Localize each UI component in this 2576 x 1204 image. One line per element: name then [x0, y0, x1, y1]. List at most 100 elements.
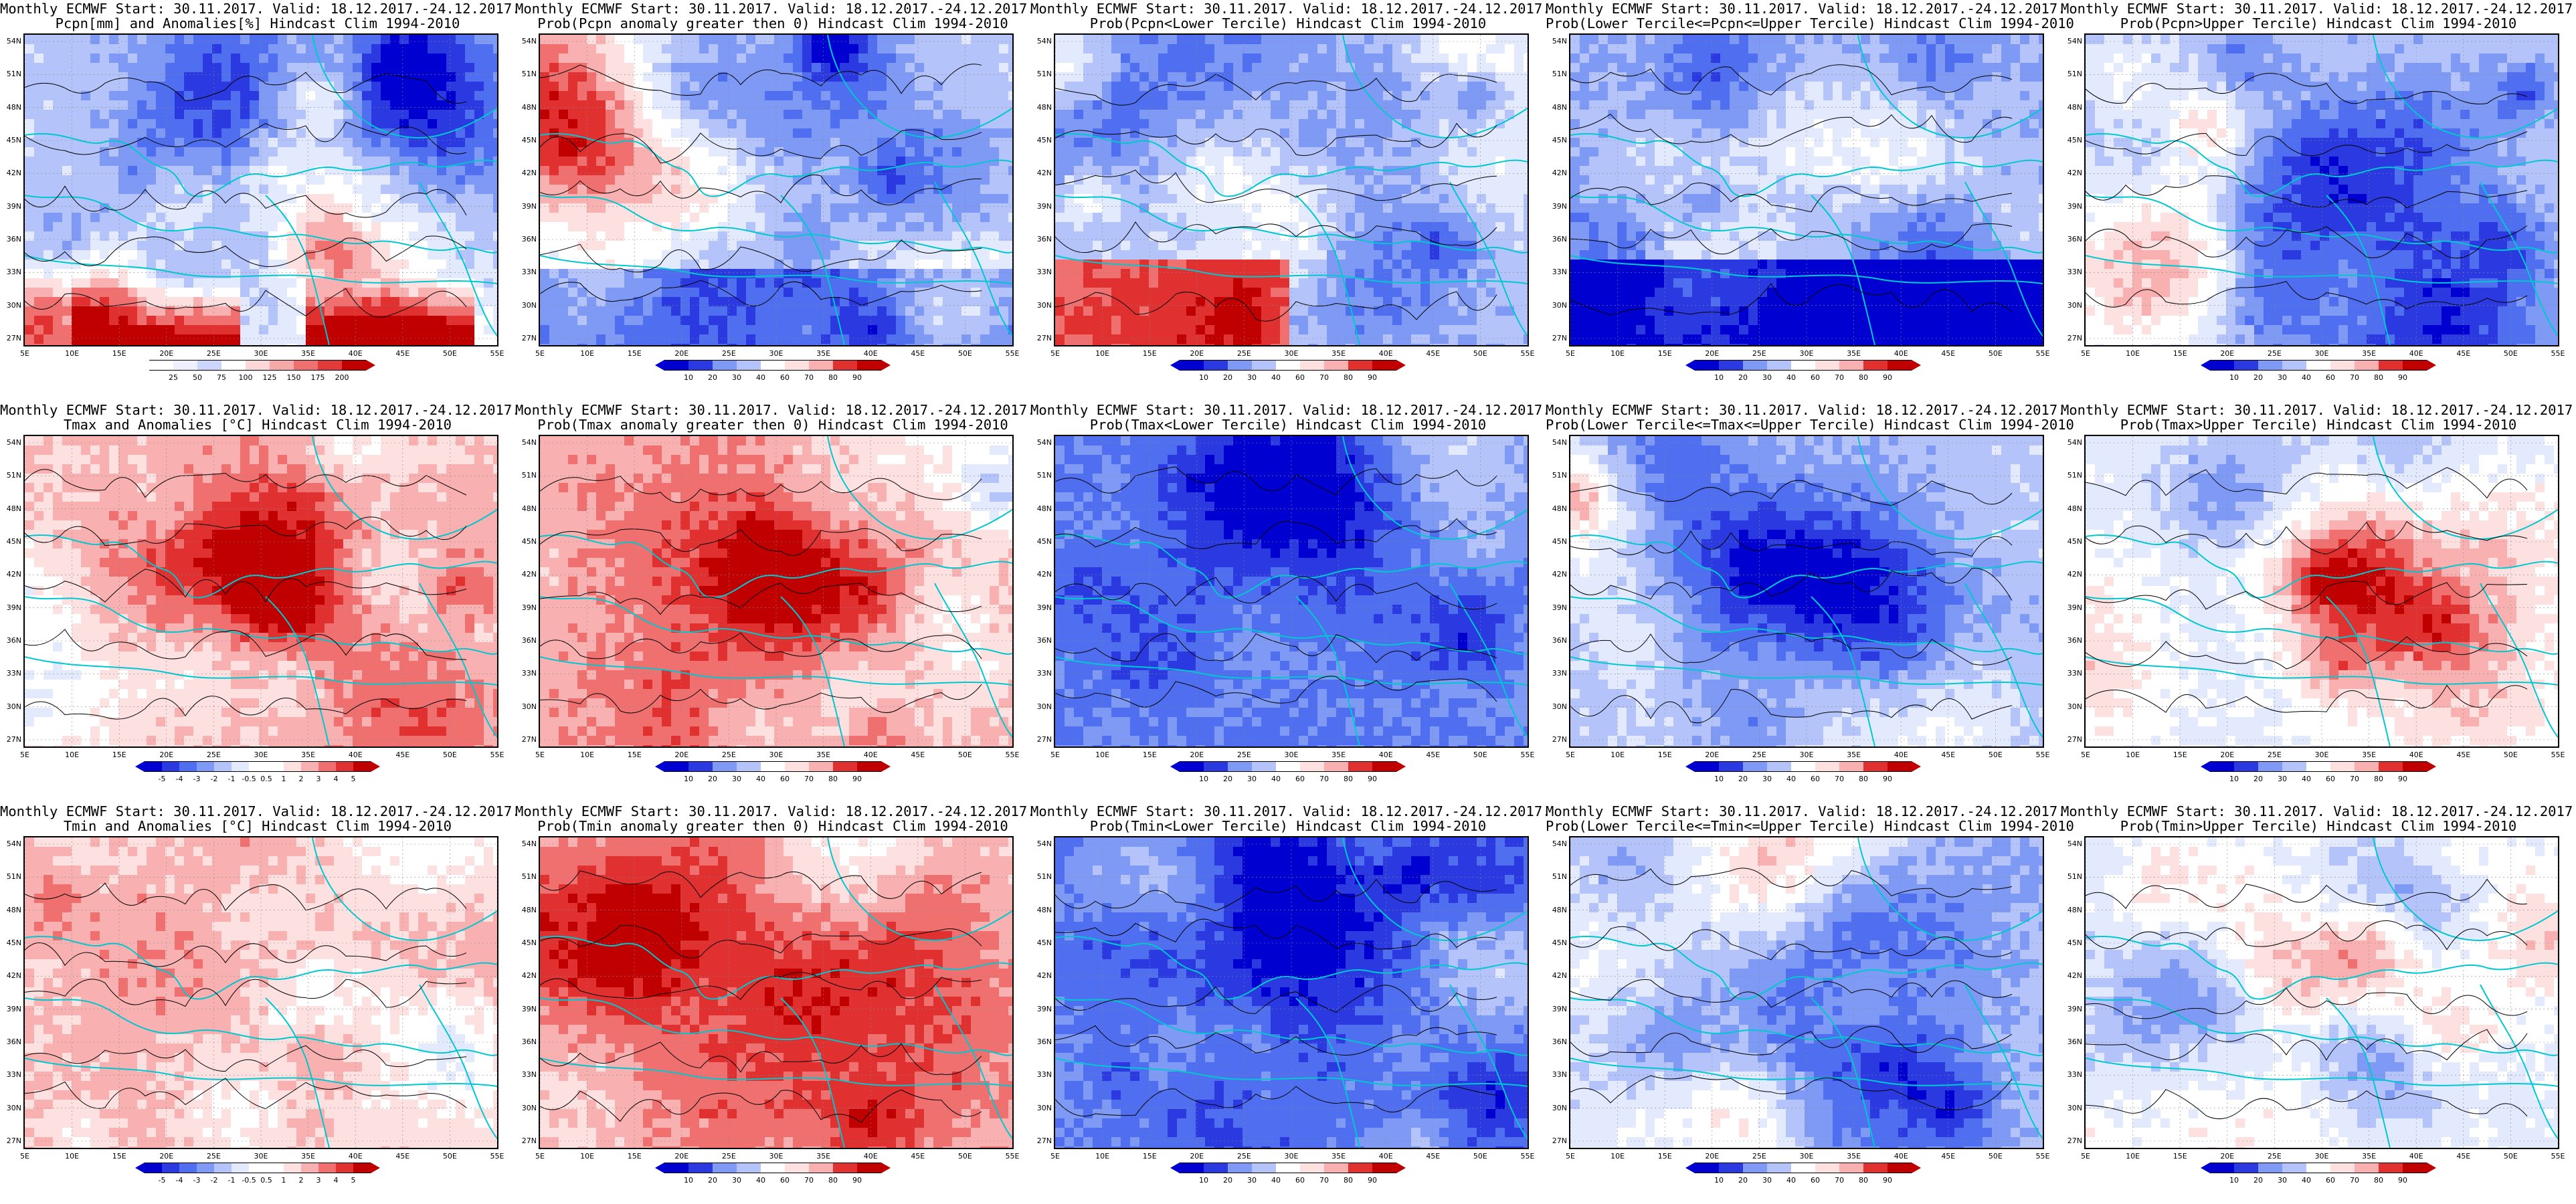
colorbar-tick-label: 10 — [675, 775, 702, 783]
colorbar-segment — [1863, 1163, 1888, 1173]
colorbar-tick-label: -5 — [149, 1176, 175, 1185]
longitude-label: 20E — [153, 1152, 180, 1161]
colorbar-segment — [761, 360, 785, 371]
latitude-label: 51N — [2062, 471, 2082, 480]
colorbar-segment — [249, 1163, 266, 1173]
colorbar-tick-label: 20 — [1214, 373, 1241, 382]
coastline — [827, 837, 1012, 941]
colorbar-tick-label: 40 — [1263, 1176, 1289, 1185]
colorbar-tick-label: 70 — [2341, 775, 2368, 783]
map-panel: Monthly ECMWF Start: 30.11.2017. Valid: … — [0, 0, 521, 401]
coastline — [1964, 181, 2043, 336]
longitude-label: 40E — [342, 750, 369, 759]
coastline — [25, 255, 497, 284]
colorbar-tick-label: 70 — [796, 775, 822, 783]
coastline — [265, 596, 330, 746]
colorbar: -5 -4 -3 -2 -1 -0.5 0.5 1 2 3 4 5 — [135, 761, 380, 783]
longitude-label: 5E — [1042, 750, 1069, 759]
longitude-label: 35E — [1325, 349, 1352, 358]
longitude-label: 25E — [715, 1152, 742, 1161]
colorbar-tick-label: 40 — [747, 373, 774, 382]
colorbar-tick-label: 60 — [2317, 373, 2344, 382]
colorbar-segment — [2234, 761, 2258, 772]
latitude-label: 48N — [1032, 103, 1052, 112]
latitude-label: 42N — [2062, 971, 2082, 980]
contour-line — [2086, 175, 2528, 209]
latitude-label: 48N — [517, 504, 537, 513]
colorbar-segment — [2210, 1163, 2234, 1173]
colorbar-tick-label: 30 — [1238, 775, 1265, 783]
latitude-label: 48N — [1547, 103, 1567, 112]
colorbar-tick-label: 40 — [2293, 1176, 2320, 1185]
colorbar: 10 20 30 40 60 70 80 90 — [655, 1163, 891, 1185]
colorbar-segment — [809, 761, 833, 772]
longitude-label: 5E — [11, 750, 38, 759]
colorbar: 10 20 30 40 60 70 80 90 — [655, 761, 891, 783]
latitude-label: 42N — [1032, 570, 1052, 579]
contour-line — [25, 72, 467, 104]
longitude-label: 55E — [2029, 750, 2056, 759]
latitude-label: 33N — [2062, 1070, 2082, 1079]
longitude-label: 35E — [2356, 1152, 2383, 1161]
latitude-label: 42N — [1547, 971, 1567, 980]
map-field — [2086, 35, 2558, 345]
latitude-label: 42N — [2062, 169, 2082, 177]
colorbar-tick-label: 60 — [771, 1176, 798, 1185]
colorbar-tick-label: 40 — [1778, 373, 1805, 382]
colorbar-min-arrow — [2201, 360, 2210, 371]
contour-line — [2086, 1029, 2528, 1061]
longitude-label: 10E — [1089, 349, 1116, 358]
colorbar-tick-label: 10 — [1190, 373, 1217, 382]
colorbar-segment — [664, 360, 688, 371]
colorbar-segment — [232, 761, 249, 772]
latitude-label: 30N — [1547, 702, 1567, 711]
longitude-label: 40E — [342, 1152, 369, 1161]
longitude-label: 50E — [951, 1152, 978, 1161]
longitude-label: 10E — [2120, 750, 2146, 759]
coastline — [1449, 583, 1528, 738]
colorbar: 10 20 30 40 60 70 80 90 — [1685, 1163, 1921, 1185]
latitude-label: 45N — [2062, 136, 2082, 144]
latitude-label: 27N — [517, 735, 537, 744]
colorbar-segment — [1228, 761, 1252, 772]
longitude-label: 30E — [763, 349, 790, 358]
colorbar-segment — [1839, 360, 1863, 371]
contour-line — [25, 235, 467, 268]
colorbar-segment — [1180, 1163, 1204, 1173]
contour-line — [540, 64, 982, 96]
latitude-label: 39N — [1547, 1005, 1567, 1013]
longitude-label: 5E — [1557, 750, 1584, 759]
latitude-label: 45N — [2062, 938, 2082, 947]
longitude-label: 15E — [621, 349, 648, 358]
latitude-label: 39N — [517, 603, 537, 612]
colorbar-segment — [2210, 360, 2234, 371]
coastline — [1570, 596, 2043, 655]
colorbar-segment — [294, 360, 318, 371]
coastline — [2086, 534, 2558, 599]
coastline — [1570, 132, 2043, 197]
longitude-label: 50E — [2497, 349, 2524, 358]
colorbar-tick-label: 10 — [1706, 775, 1732, 783]
colorbar: 25 50 75 100 125 150 175 200 — [140, 360, 375, 382]
coastline — [540, 656, 1012, 686]
colorbar-tick-label: -4 — [166, 775, 193, 783]
map-panel: Monthly ECMWF Start: 30.11.2017. Valid: … — [515, 401, 1036, 803]
longitude-label: 5E — [2072, 750, 2099, 759]
colorbar-tick-label: 30 — [1238, 373, 1265, 382]
contour-line — [540, 1089, 982, 1123]
latitude-label: 30N — [517, 1104, 537, 1112]
colorbar-tick-label: 80 — [1850, 775, 1877, 783]
longitude-label: 40E — [1888, 750, 1914, 759]
colorbar-tick-label: 80 — [1335, 373, 1362, 382]
contour-line — [1055, 878, 1497, 912]
latitude-label: 45N — [1032, 938, 1052, 947]
latitude-label: 27N — [1032, 735, 1052, 744]
latitude-label: 27N — [517, 1136, 537, 1145]
panel-title-line1: Monthly ECMWF Start: 30.11.2017. Valid: … — [2061, 804, 2576, 819]
colorbar-tick-label: 1 — [270, 1176, 297, 1185]
colorbar-max-arrow — [1396, 360, 1406, 371]
coastline — [419, 181, 497, 336]
longitude-label: 45E — [905, 349, 931, 358]
panel-title-line2: Prob(Tmin<Lower Tercile) Hindcast Clim 1… — [1030, 819, 1546, 833]
longitude-label: 20E — [1699, 349, 1726, 358]
